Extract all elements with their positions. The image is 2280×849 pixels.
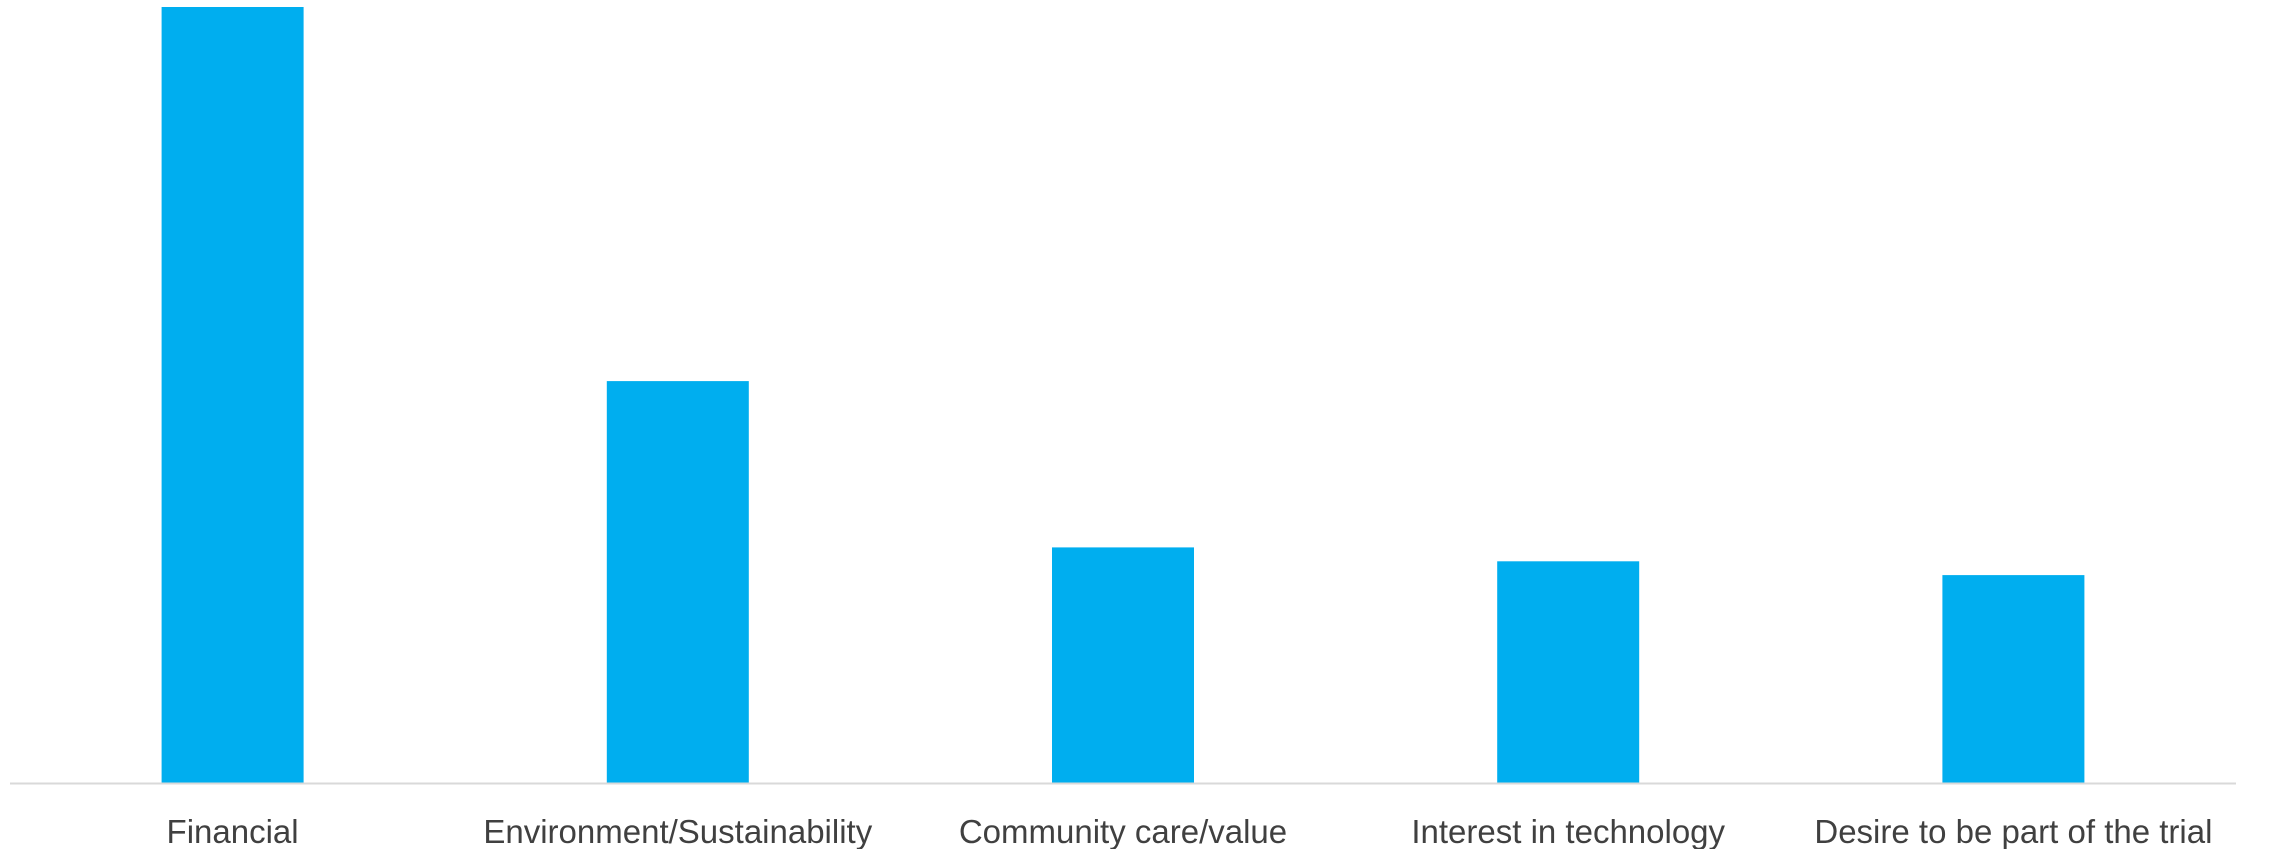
x-tick-label-3: Community care/value	[959, 813, 1287, 849]
x-tick-label-2: Environment/Sustainability	[483, 813, 872, 849]
bar-4	[1497, 561, 1640, 783]
x-tick-label-1: Financial	[167, 813, 299, 849]
x-tick-label-4: Interest in technology	[1411, 813, 1725, 849]
bars-group	[161, 7, 2085, 783]
bar-1	[161, 7, 304, 783]
bar-2	[606, 381, 749, 783]
x-tick-labels: Financial Environment/Sustainability Commu…	[167, 813, 2213, 849]
bar-3	[1052, 547, 1194, 783]
x-tick-label-5: Desire to be part of the trial	[1814, 813, 2212, 849]
bar-5	[1942, 575, 2085, 783]
